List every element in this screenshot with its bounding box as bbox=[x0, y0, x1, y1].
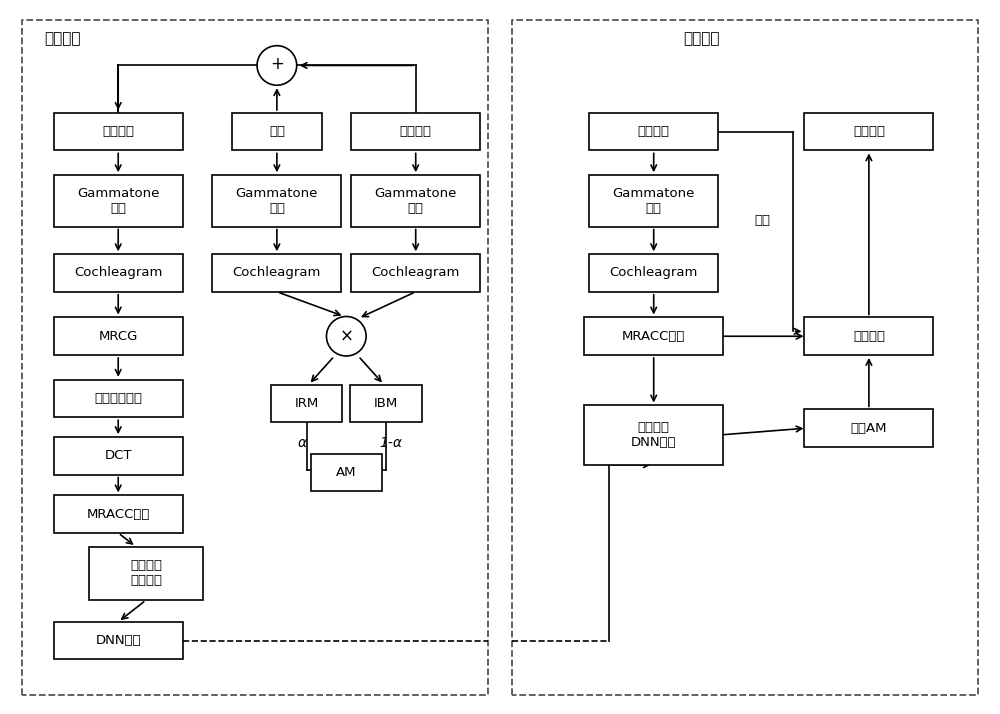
Text: Cochleagram: Cochleagram bbox=[372, 266, 460, 279]
FancyBboxPatch shape bbox=[212, 175, 341, 226]
FancyBboxPatch shape bbox=[351, 113, 480, 151]
Text: Cochleagram: Cochleagram bbox=[74, 266, 162, 279]
Text: 训练阶段: 训练阶段 bbox=[44, 31, 80, 46]
FancyBboxPatch shape bbox=[584, 318, 723, 355]
FancyBboxPatch shape bbox=[351, 254, 480, 292]
Text: Cochleagram: Cochleagram bbox=[610, 266, 698, 279]
Text: α: α bbox=[297, 436, 306, 450]
Text: DNN模型: DNN模型 bbox=[95, 634, 141, 647]
FancyBboxPatch shape bbox=[311, 454, 382, 491]
FancyBboxPatch shape bbox=[804, 318, 933, 355]
Text: MRACC特征: MRACC特征 bbox=[622, 330, 685, 343]
Text: 测试阶段: 测试阶段 bbox=[683, 31, 720, 46]
Text: AM: AM bbox=[336, 466, 357, 479]
Text: Cochleagram: Cochleagram bbox=[233, 266, 321, 279]
Text: 估计AM: 估计AM bbox=[851, 422, 887, 435]
FancyBboxPatch shape bbox=[271, 385, 342, 422]
Text: IBM: IBM bbox=[374, 397, 398, 410]
FancyBboxPatch shape bbox=[350, 385, 422, 422]
Text: MRACC特征: MRACC特征 bbox=[87, 508, 150, 521]
Text: 1-α: 1-α bbox=[379, 436, 402, 450]
Text: 带噪语音: 带噪语音 bbox=[638, 125, 670, 139]
Text: 增强语音: 增强语音 bbox=[853, 125, 885, 139]
FancyBboxPatch shape bbox=[212, 254, 341, 292]
FancyBboxPatch shape bbox=[54, 254, 183, 292]
Text: Gammatone
滤波: Gammatone 滤波 bbox=[236, 187, 318, 215]
Text: IRM: IRM bbox=[295, 397, 319, 410]
FancyBboxPatch shape bbox=[232, 113, 322, 151]
Text: DCT: DCT bbox=[104, 449, 132, 463]
Text: 训练好的
DNN模型: 训练好的 DNN模型 bbox=[631, 421, 677, 449]
Text: 纯净语音: 纯净语音 bbox=[400, 125, 432, 139]
FancyBboxPatch shape bbox=[54, 437, 183, 475]
FancyBboxPatch shape bbox=[584, 406, 723, 465]
FancyBboxPatch shape bbox=[351, 175, 480, 226]
FancyBboxPatch shape bbox=[589, 113, 718, 151]
FancyBboxPatch shape bbox=[804, 113, 933, 151]
Text: ×: × bbox=[339, 327, 353, 346]
Text: 一阶二阶
差分导数: 一阶二阶 差分导数 bbox=[130, 560, 162, 588]
FancyBboxPatch shape bbox=[589, 175, 718, 226]
Text: 非线性幂函数: 非线性幂函数 bbox=[94, 392, 142, 405]
Text: Gammatone
滤波: Gammatone 滤波 bbox=[613, 187, 695, 215]
FancyBboxPatch shape bbox=[89, 547, 203, 600]
Text: Gammatone
滤波: Gammatone 滤波 bbox=[77, 187, 159, 215]
Circle shape bbox=[326, 316, 366, 356]
Circle shape bbox=[257, 46, 297, 85]
Text: 相位: 相位 bbox=[755, 214, 771, 227]
FancyBboxPatch shape bbox=[54, 622, 183, 660]
FancyBboxPatch shape bbox=[54, 318, 183, 355]
Text: 噪声: 噪声 bbox=[269, 125, 285, 139]
Text: 波形合成: 波形合成 bbox=[853, 330, 885, 343]
Text: Gammatone
滤波: Gammatone 滤波 bbox=[375, 187, 457, 215]
FancyBboxPatch shape bbox=[54, 380, 183, 417]
Text: +: + bbox=[270, 56, 284, 74]
Text: 带噪语音: 带噪语音 bbox=[102, 125, 134, 139]
Text: MRCG: MRCG bbox=[99, 330, 138, 343]
FancyBboxPatch shape bbox=[589, 254, 718, 292]
FancyBboxPatch shape bbox=[54, 496, 183, 533]
FancyBboxPatch shape bbox=[804, 409, 933, 447]
FancyBboxPatch shape bbox=[54, 175, 183, 226]
FancyBboxPatch shape bbox=[54, 113, 183, 151]
